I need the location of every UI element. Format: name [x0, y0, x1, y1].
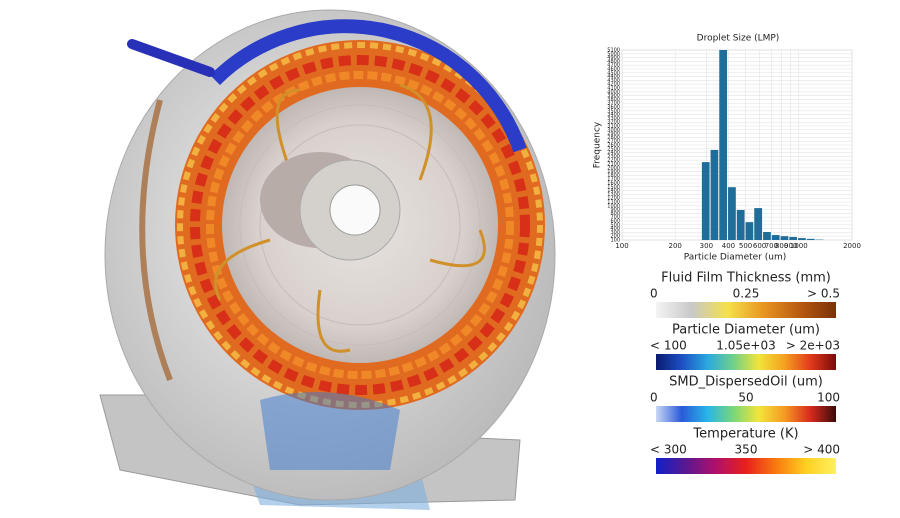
x-tick-label: 2000 [843, 242, 861, 250]
colorbar-label: 0 [650, 287, 658, 301]
x-tick-label: 500 [739, 242, 752, 250]
colorbar-label: 0.25 [733, 287, 760, 301]
bar [702, 162, 710, 240]
colorbar-label: 100 [817, 391, 840, 405]
colorbar-label: 0 [650, 391, 658, 405]
x-tick-label: 400 [722, 242, 735, 250]
colorbar [656, 406, 836, 422]
bar [728, 187, 736, 240]
x-axis-label: Particle Diameter (um) [684, 253, 787, 263]
colorbar-title: Fluid Film Thickness (mm) [661, 271, 831, 286]
y-axis-label: Frequency [593, 121, 603, 168]
bar [798, 238, 806, 240]
colorbar [656, 302, 836, 318]
colorbar-title: Temperature (K) [692, 427, 798, 442]
colorbar-label: 1.05e+03 [716, 339, 775, 353]
colorbar [656, 354, 836, 370]
bar [746, 222, 754, 240]
bar [763, 232, 771, 240]
colorbar-label: > 0.5 [807, 287, 840, 301]
x-tick-label: 100 [615, 242, 628, 250]
colorbar [656, 458, 836, 474]
colorbar-title: SMD_DispersedOil (um) [669, 375, 823, 390]
colorbar-label: > 400 [803, 443, 840, 457]
simulation-render [100, 10, 555, 510]
bar [737, 210, 745, 240]
colorbar-label: < 100 [650, 339, 687, 353]
x-tick-label: 300 [700, 242, 713, 250]
histogram-chart: Droplet Size (LMP) Particle Diameter (um… [593, 34, 861, 263]
bar [754, 208, 762, 240]
x-tick-label: 200 [669, 242, 682, 250]
colorbar-label: > 2e+03 [786, 339, 840, 353]
bar [789, 237, 797, 240]
bar [807, 239, 815, 240]
y-tick-label: 5100 [607, 48, 620, 54]
bar [772, 235, 780, 240]
colorbar-title: Particle Diameter (um) [672, 323, 820, 338]
chart-title: Droplet Size (LMP) [697, 34, 780, 44]
colorbar-label: < 300 [650, 443, 687, 457]
x-tick-label: 1000 [790, 242, 808, 250]
bar [719, 50, 727, 240]
colorbar-label: 350 [735, 443, 758, 457]
colorbar-label: 50 [738, 391, 753, 405]
bar [711, 150, 719, 240]
bar [781, 236, 789, 240]
